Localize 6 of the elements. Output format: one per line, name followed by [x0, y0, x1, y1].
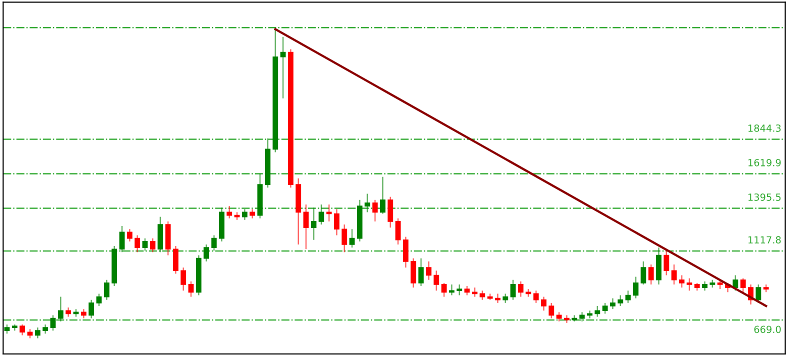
ref-line-label: 1395.5	[748, 193, 781, 201]
candlestick	[587, 310, 592, 319]
ref-line-label: 669.0	[754, 326, 781, 334]
ref-line-label: 1619.9	[748, 158, 781, 166]
ref-line-label: 1117.8	[748, 236, 781, 244]
ref-line-label: 1844.3	[748, 124, 781, 132]
